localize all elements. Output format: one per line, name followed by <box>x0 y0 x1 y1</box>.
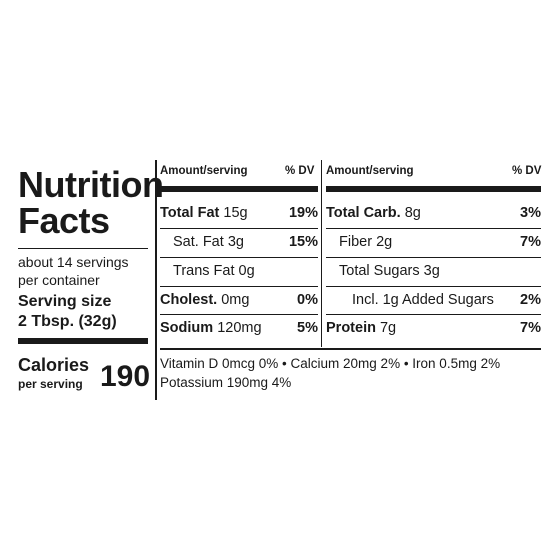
serving-size-value: 2 Tbsp. (32g) <box>18 313 117 330</box>
row-divider <box>326 286 541 287</box>
nutrient-name: Protein <box>326 320 376 336</box>
nutrient-amount: 0mg <box>221 292 250 308</box>
calories-label: Calories <box>18 355 90 375</box>
nutrient-name: Fiber <box>339 234 373 250</box>
nutrient-amount: 0g <box>238 263 255 279</box>
vitamins-line-2: Potassium 190mg 4% <box>160 375 292 390</box>
row-divider <box>326 314 541 315</box>
row-divider <box>326 228 541 229</box>
nutrient-name: Total Carb. <box>326 205 401 221</box>
title-line-1: Nutrition <box>18 164 164 205</box>
column-divider <box>321 160 322 347</box>
nutrient-row: Incl. 1g Added Sugars <box>352 292 494 308</box>
row-divider <box>160 314 318 315</box>
nutrient-row: Total Carb. 8g <box>326 205 421 221</box>
divider <box>18 248 148 249</box>
serving-size-label: Serving size <box>18 293 112 310</box>
vitamins-line-1: Vitamin D 0mcg 0% • Calcium 20mg 2% • Ir… <box>160 356 501 371</box>
nutrient-amount: 15g <box>223 205 248 221</box>
servings-line-1: about 14 servings <box>18 254 129 270</box>
nutrient-dv: 7% <box>520 320 541 336</box>
vertical-divider <box>155 160 157 400</box>
nutrient-row: Trans Fat 0g <box>173 263 255 279</box>
header-amount-left: Amount/serving <box>160 165 248 177</box>
title-line-2: Facts <box>18 200 110 241</box>
nutrient-name: Total Sugars <box>339 263 420 279</box>
nutrient-row: Total Fat 15g <box>160 205 248 221</box>
nutrient-amount: 3g <box>423 263 440 279</box>
nutrient-amount: 3g <box>227 234 244 250</box>
nutrient-amount: 7g <box>379 320 397 336</box>
nutrient-amount: 120mg <box>217 320 262 336</box>
nutrient-dv: 5% <box>297 320 318 336</box>
nutrient-name: Sodium <box>160 320 214 336</box>
nutrient-name: Incl. 1g Added Sugars <box>352 292 494 308</box>
header-rule-left <box>160 186 318 192</box>
nutrient-row: Protein 7g <box>326 320 396 336</box>
divider-thick <box>18 338 148 344</box>
calories-sub: per serving <box>18 377 83 391</box>
nutrient-row: Sat. Fat 3g <box>173 234 244 250</box>
row-divider <box>160 257 318 258</box>
nutrient-row: Sodium 120mg <box>160 320 262 336</box>
header-dv-right: % DV <box>512 165 542 177</box>
nutrient-name: Sat. Fat <box>173 234 224 250</box>
nutrient-dv: 15% <box>288 234 318 250</box>
nutrient-dv: 3% <box>520 205 541 221</box>
row-divider <box>326 257 541 258</box>
nutrient-row: Cholest. 0mg <box>160 292 249 308</box>
header-rule-right <box>326 186 541 192</box>
header-dv-left: % DV <box>285 165 315 177</box>
calories-value: 190 <box>100 360 151 393</box>
nutrient-name: Total Fat <box>160 205 220 221</box>
nutrient-dv: 0% <box>297 292 318 308</box>
nutrient-dv: 19% <box>288 205 318 221</box>
bottom-rule <box>160 348 541 350</box>
nutrient-amount: 2g <box>376 234 393 250</box>
header-amount-right: Amount/serving <box>326 165 414 177</box>
nutrient-row: Total Sugars 3g <box>339 263 440 279</box>
nutrient-row: Fiber 2g <box>339 234 392 250</box>
nutrient-dv: 2% <box>520 292 541 308</box>
row-divider <box>160 286 318 287</box>
nutrient-name: Trans Fat <box>173 263 235 279</box>
nutrient-dv: 7% <box>520 234 541 250</box>
servings-line-2: per container <box>18 272 100 288</box>
nutrient-name: Cholest. <box>160 292 218 308</box>
row-divider <box>160 228 318 229</box>
nutrient-amount: 8g <box>404 205 421 221</box>
